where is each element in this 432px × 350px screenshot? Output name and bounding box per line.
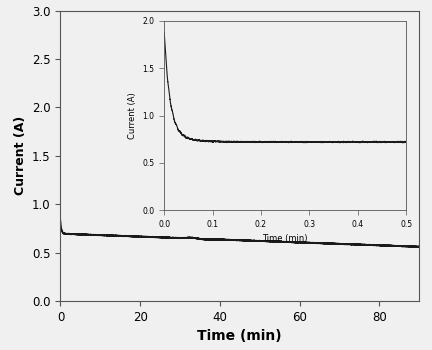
- X-axis label: Time (min): Time (min): [197, 329, 282, 343]
- Y-axis label: Current (A): Current (A): [13, 116, 27, 195]
- Y-axis label: Current (A): Current (A): [128, 92, 137, 139]
- X-axis label: Time (min): Time (min): [262, 234, 308, 243]
